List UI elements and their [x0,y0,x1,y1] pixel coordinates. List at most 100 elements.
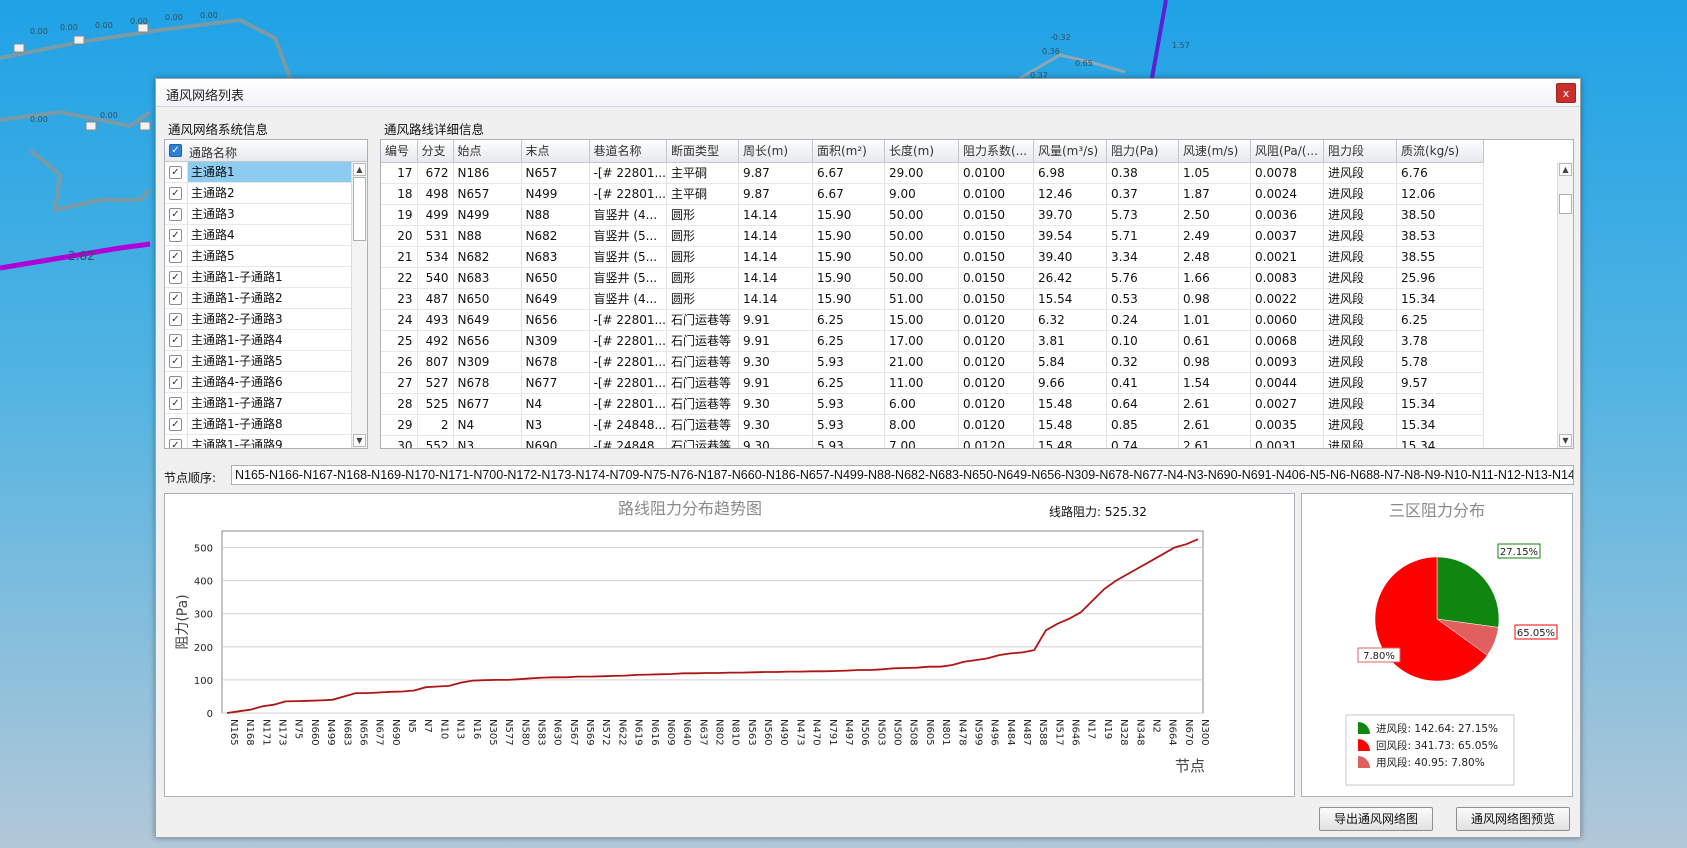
table-row[interactable]: 22 540 N683 N650 盲竖井 (5... 圆形 14.14 15.90 50.00 0… [381,267,1484,289]
table-cell: 9.87 [738,162,813,184]
table-row[interactable]: 24 493 N649 N656 -[# 22801... 石门运巷等 9.91 6.25 15… [381,309,1484,331]
table-cell: N682 [453,246,522,268]
table-row[interactable]: 19 499 N499 N88 盲竖井 (4... 圆形 14.14 15.90 50.00 0.… [381,204,1484,226]
list-item[interactable]: ✓ 主通路4 [165,225,352,246]
table-cell: 2 [417,414,454,436]
table-cell: 0.0150 [958,246,1034,268]
export-network-button[interactable]: 导出通风网络图 [1319,807,1433,831]
table-cell: 6.25 [1396,309,1484,331]
scroll-thumb[interactable] [1559,194,1572,214]
table-cell: 石门运巷等 [666,330,739,352]
route-checkbox[interactable]: ✓ [169,313,182,326]
list-item[interactable]: ✓ 主通路1-子通路7 [165,393,352,414]
column-header[interactable]: 质流(kg/s) [1396,140,1484,163]
table-cell: -[# 22801... [589,183,667,205]
list-item[interactable]: ✓ 主通路4-子通路6 [165,372,352,393]
column-header[interactable]: 风速(m/s) [1178,140,1251,163]
route-name: 主通路3 [187,204,352,224]
list-item[interactable]: ✓ 主通路3 [165,204,352,225]
column-header[interactable]: 阻力系数(... [958,140,1034,163]
column-header[interactable]: 阻力段 [1323,140,1397,163]
column-header[interactable]: 面积(m²) [812,140,885,163]
table-cell: -[# 24848... [589,414,667,436]
x-tick-label: N484 [1005,719,1016,746]
route-checkbox[interactable]: ✓ [169,271,182,284]
scroll-down-icon[interactable]: ▼ [353,434,366,447]
table-cell: 进风段 [1323,267,1397,289]
table-cell: N650 [521,267,590,289]
scroll-up-icon[interactable]: ▲ [1559,163,1572,176]
list-item[interactable]: ✓ 主通路1-子通路5 [165,351,352,372]
column-header[interactable]: 风量(m³/s) [1033,140,1107,163]
dialog-titlebar[interactable]: 通风网络列表 x [156,79,1580,107]
column-header[interactable]: 末点 [521,140,590,163]
table-row[interactable]: 26 807 N309 N678 -[# 22801... 石门运巷等 9.30 5.93 21… [381,351,1484,373]
table-row[interactable]: 20 531 N88 N682 盲竖井 (5... 圆形 14.14 15.90 50.00 0.… [381,225,1484,247]
scroll-thumb[interactable] [353,177,366,241]
table-cell: 6.67 [812,183,885,205]
list-item[interactable]: ✓ 主通路1-子通路1 [165,267,352,288]
table-cell: 进风段 [1323,393,1397,415]
x-tick-label: N173 [277,719,288,746]
list-item[interactable]: ✓ 主通路1-子通路8 [165,414,352,435]
scroll-up-icon[interactable]: ▲ [353,163,366,176]
table-cell: 15.48 [1033,435,1107,448]
route-checkbox[interactable]: ✓ [169,439,182,448]
column-header[interactable]: 分支 [417,140,454,163]
table-cell: 15.90 [812,246,885,268]
route-checkbox[interactable]: ✓ [169,334,182,347]
detail-table-scrollbar[interactable]: ▲ ▼ [1557,162,1573,448]
table-row[interactable]: 17 672 N186 N657 -[# 22801... 主平硐 9.87 6.67 29.0… [381,162,1484,184]
table-row[interactable]: 25 492 N656 N309 -[# 22801... 石门运巷等 9.91 6.25 17… [381,330,1484,352]
table-cell: 0.10 [1106,330,1179,352]
table-row[interactable]: 28 525 N677 N4 -[# 22801... 石门运巷等 9.30 5.93 6.00… [381,393,1484,415]
list-item[interactable]: ✓ 主通路2-子通路3 [165,309,352,330]
table-row[interactable]: 27 527 N678 N677 -[# 22801... 石门运巷等 9.91 6.25 11… [381,372,1484,394]
route-checkbox[interactable]: ✓ [169,418,182,431]
table-row[interactable]: 30 552 N3 N690 -[# 24848... 石门运巷等 9.30 5.93 7.00… [381,435,1484,448]
route-checkbox[interactable]: ✓ [169,250,182,263]
x-tick-label: N637 [697,719,708,746]
column-header[interactable]: 风阻(Pa/(... [1250,140,1324,163]
list-item[interactable]: ✓ 主通路1-子通路4 [165,330,352,351]
column-header[interactable]: 始点 [453,140,522,163]
route-checkbox[interactable]: ✓ [169,355,182,368]
scroll-down-icon[interactable]: ▼ [1559,434,1572,447]
table-row[interactable]: 18 498 N657 N499 -[# 22801... 主平硐 9.87 6.67 9.00… [381,183,1484,205]
route-checkbox[interactable]: ✓ [169,292,182,305]
table-cell: N649 [453,309,522,331]
route-list-scrollbar[interactable]: ▲ ▼ [351,162,367,448]
bg-label: 0.00 [165,13,183,22]
table-cell: 0.0021 [1250,246,1324,268]
table-row[interactable]: 23 487 N650 N649 盲竖井 (4... 圆形 14.14 15.90 51.00 0… [381,288,1484,310]
column-header[interactable]: 断面类型 [666,140,739,163]
table-cell: 498 [417,183,454,205]
route-checkbox[interactable]: ✓ [169,376,182,389]
column-header[interactable]: 巷道名称 [589,140,667,163]
list-item[interactable]: ✓ 主通路2 [165,183,352,204]
route-checkbox[interactable]: ✓ [169,187,182,200]
node-sequence-field[interactable]: N165-N166-N167-N168-N169-N170-N171-N700-… [231,465,1574,485]
select-all-checkbox[interactable]: ✓ [169,144,182,157]
x-tick-label: N560 [762,719,773,746]
route-checkbox[interactable]: ✓ [169,208,182,221]
close-button[interactable]: x [1556,83,1576,103]
route-checkbox[interactable]: ✓ [169,166,182,179]
list-item[interactable]: ✓ 主通路1-子通路9 [165,435,352,448]
table-cell: 26.42 [1033,267,1107,289]
column-header[interactable]: 阻力(Pa) [1106,140,1179,163]
table-row[interactable]: 29 2 N4 N3 -[# 24848... 石门运巷等 9.30 5.93 8.00 0.01… [381,414,1484,436]
table-cell: 0.0150 [958,288,1034,310]
column-header[interactable]: 长度(m) [884,140,959,163]
preview-network-button[interactable]: 通风网络图预览 [1456,807,1570,831]
list-item[interactable]: ✓ 主通路1 [165,162,352,183]
route-checkbox[interactable]: ✓ [169,229,182,242]
pie-slice-label-text: 7.80% [1363,651,1395,662]
table-row[interactable]: 21 534 N682 N683 盲竖井 (5... 圆形 14.14 15.90 50.00 0… [381,246,1484,268]
route-checkbox[interactable]: ✓ [169,397,182,410]
list-item[interactable]: ✓ 主通路5 [165,246,352,267]
column-header[interactable]: 周长(m) [738,140,813,163]
column-header[interactable]: 编号 [381,140,418,163]
bg-label: 2.82 [68,249,95,263]
list-item[interactable]: ✓ 主通路1-子通路2 [165,288,352,309]
